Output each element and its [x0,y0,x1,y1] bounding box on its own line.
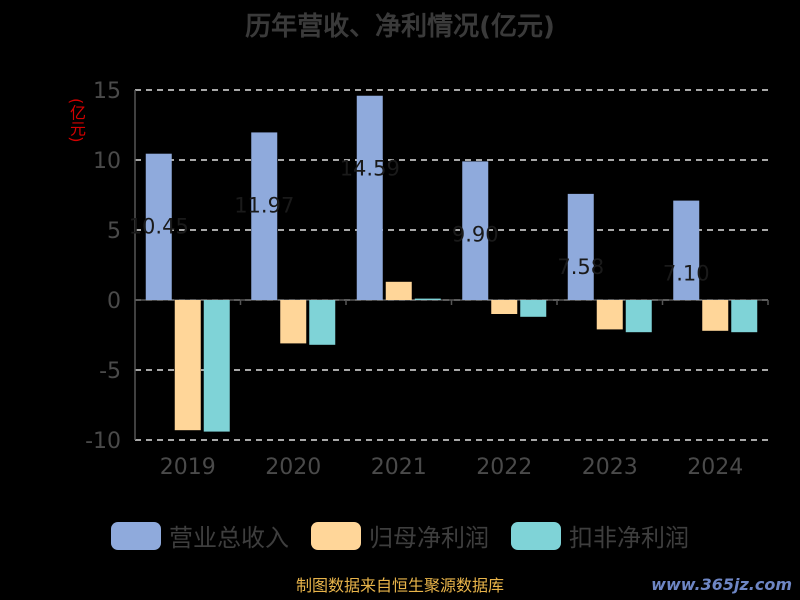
legend-label-net-profit: 归母净利润 [369,524,489,552]
x-tick-label: 2021 [371,455,427,480]
legend-item-revenue[interactable]: 营业总收入 [111,518,289,553]
x-tick-label: 2023 [582,455,638,480]
bar-revenue-2022 [462,161,489,300]
y-tick-label: 10 [93,149,121,174]
y-tick-label: -5 [99,359,121,384]
y-tick-label: 15 [93,79,121,104]
data-label-revenue-2024: 7.10 [663,262,710,286]
x-tick-label: 2020 [265,455,321,480]
bar-net-profit-2022 [491,300,518,314]
watermark: www.365jz.com [651,575,792,594]
legend-label-deducted-profit: 扣非净利润 [569,524,689,552]
legend-swatch-revenue [111,521,161,550]
x-tick-label: 2019 [160,455,216,480]
chart-title: 历年营收、净利情况(亿元) [245,12,555,42]
bar-revenue-2020 [251,132,278,300]
legend-label-revenue: 营业总收入 [169,524,289,552]
legend: 营业总收入 归母净利润 扣非净利润 [0,518,800,553]
bar-net-profit-2024 [702,300,729,331]
bar-revenue-2021 [356,95,383,301]
legend-item-deducted-profit[interactable]: 扣非净利润 [511,518,689,553]
y-tick-label: 0 [107,289,121,314]
x-tick-label: 2022 [476,455,532,480]
bar-revenue-2024 [673,200,700,300]
bar-deducted-profit-2020 [309,300,336,345]
data-label-revenue-2023: 7.58 [557,255,604,279]
bar-net-profit-2020 [280,300,307,344]
y-axis-unit-label: (亿元) [67,97,86,143]
bar-revenue-2019 [145,153,172,300]
bar-deducted-profit-2024 [731,300,758,333]
bar-net-profit-2019 [174,300,201,431]
legend-item-net-profit[interactable]: 归母净利润 [311,518,489,553]
bar-deducted-profit-2022 [520,300,547,317]
legend-swatch-net-profit [311,521,361,550]
data-label-revenue-2020: 11.97 [234,193,294,217]
data-label-revenue-2019: 10.45 [129,215,189,239]
bar-net-profit-2021 [385,281,412,300]
y-tick-label: -10 [85,429,121,454]
legend-swatch-deducted-profit [511,521,561,550]
x-tick-label: 2024 [687,455,743,480]
bar-revenue-2023 [567,193,594,300]
bar-deducted-profit-2021 [414,298,441,300]
data-source-note: 制图数据来自恒生聚源数据库 [295,576,504,595]
data-label-revenue-2022: 9.90 [452,222,499,246]
bar-deducted-profit-2019 [203,300,230,432]
bar-deducted-profit-2023 [625,300,652,333]
bar-net-profit-2023 [596,300,623,330]
data-label-revenue-2021: 14.59 [340,157,400,181]
y-tick-label: 5 [107,219,121,244]
